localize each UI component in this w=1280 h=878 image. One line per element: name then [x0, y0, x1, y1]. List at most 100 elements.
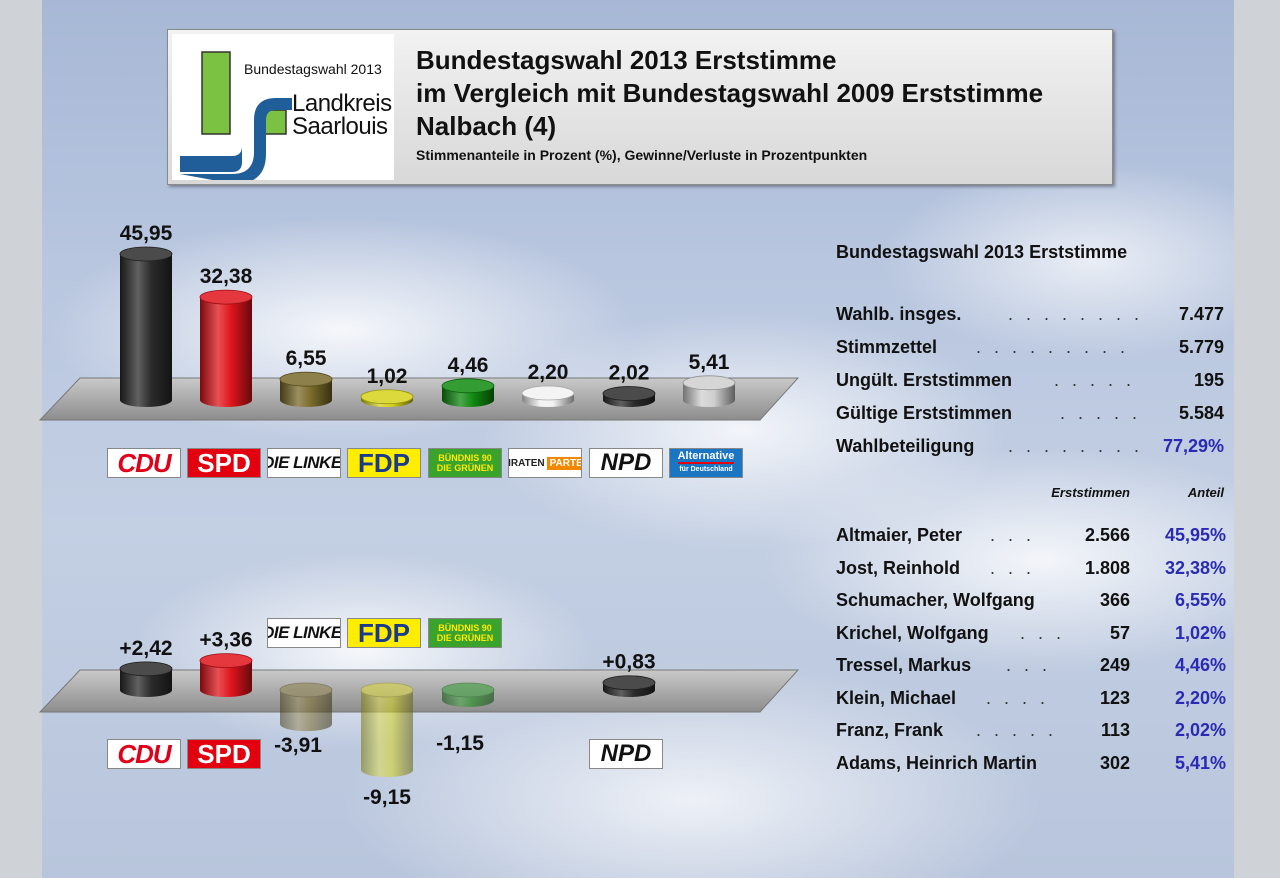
npd-logo-2: NPD [589, 739, 663, 769]
bar-linke-body [280, 379, 332, 407]
data-label-afd: 5,41 [689, 351, 730, 374]
change-label-npd: +0,83 [602, 651, 655, 674]
change-bar-cdu-cap [119, 661, 173, 677]
data-label-gruene: 4,46 [448, 354, 489, 377]
summary-label: Wahlbeteiligung [836, 436, 975, 456]
candidate-row: Altmaier, Peter . . . 2.566 45,95% [836, 525, 1226, 551]
change-label-linke: -3,91 [274, 734, 322, 757]
candidate-row: Franz, Frank . . . . . 113 2,02% [836, 720, 1226, 746]
change-bar-fdp-cap [360, 682, 414, 698]
dot-leader: . . . . . [976, 720, 1058, 740]
change-bar-npd [602, 675, 656, 697]
dot-leader: . . . . . . . . [1008, 304, 1144, 324]
bar-fdp [360, 389, 414, 407]
candidate-share: 4,46% [1174, 655, 1226, 675]
change-bar-spd-body [200, 660, 252, 697]
change-bar-linke-cap [279, 682, 333, 698]
data-label-piraten: 2,20 [528, 361, 569, 384]
gruene-logo-2-line2: DIE GRÜNEN [436, 633, 494, 643]
subtitle: Stimmenanteile in Prozent (%), Gewinne/V… [416, 147, 868, 163]
summary-value: 195 [1193, 370, 1224, 390]
dot-leader: . . . [990, 525, 1036, 545]
summary-value: 5.584 [1178, 403, 1224, 423]
candidate-votes: 113 [1100, 720, 1130, 740]
bar-npd [602, 386, 656, 407]
piraten-logo: PIRATENPARTEI [508, 448, 582, 478]
cdu-logo: CDU [107, 448, 181, 478]
gruene-logo-line2: DIE GRÜNEN [436, 463, 494, 473]
chart1-bars: 45,95 32,38 6,55 1,02 4,46 2,20 2,02 5,41 [119, 222, 736, 407]
landkreis-logo-graphic [180, 51, 292, 184]
gruene-logo-line1: BÜNDNIS 90 [438, 453, 492, 463]
bar-charts: 45,95 32,38 6,55 1,02 4,46 2,20 2,02 5,41 +2,42… [38, 222, 800, 809]
col-header-votes: Erststimmen [1051, 485, 1130, 500]
chart2-bars: +2,42 +3,36 -3,91 -9,15 -1,15 +0,83 [119, 629, 655, 809]
candidate-votes: 366 [1099, 590, 1130, 610]
linke-logo: DIE LINKE. [267, 448, 341, 478]
bar-spd-body [200, 297, 252, 407]
candidate-votes: 123 [1099, 688, 1130, 708]
candidate-row: Jost, Reinhold . . . 1.808 32,38% [836, 558, 1226, 584]
change-label-cdu: +2,42 [119, 637, 172, 660]
candidate-share: 2,02% [1174, 720, 1226, 740]
candidate-row: Klein, Michael . . . . 123 2,20% [836, 688, 1226, 714]
candidate-row: Tressel, Markus . . . 249 4,46% [836, 655, 1226, 681]
candidate-row: Krichel, Wolfgang . . . 57 1,02% [836, 623, 1226, 649]
candidate-share: 5,41% [1174, 753, 1226, 773]
afd-logo-line2: für Deutschland [679, 466, 733, 473]
fdp-logo: FDP [347, 448, 421, 478]
header-panel: Bundestagswahl 2013 Landkreis Saarlouis … [167, 29, 1113, 185]
change-bar-gruene-cap [441, 682, 495, 698]
summary-value: 77,29% [1162, 436, 1224, 456]
change-bar-fdp-body [361, 690, 413, 777]
candidate-name: Krichel, Wolfgang [836, 623, 989, 643]
linke-logo-2: DIE LINKE. [267, 618, 341, 648]
dot-leader: . . . . . . . . [1008, 436, 1144, 456]
bar-cdu [119, 246, 173, 407]
gruene-logo-2: BÜNDNIS 90 DIE GRÜNEN [428, 618, 502, 648]
change-bar-spd [199, 653, 253, 697]
dot-leader: . . . . . [1060, 403, 1142, 423]
dot-leader: . . . . [986, 688, 1050, 708]
cdu-logo-2: CDU [107, 739, 181, 769]
col-header-share: Anteil [1187, 485, 1224, 500]
change-bar-spd-cap [199, 653, 253, 669]
dot-leader: . . . [990, 558, 1036, 578]
candidate-name: Tressel, Markus [836, 655, 972, 675]
change-bar-gruene [441, 682, 495, 708]
candidate-votes: 57 [1109, 623, 1130, 643]
title-line1: Bundestagswahl 2013 Erststimme [416, 45, 837, 75]
piraten-logo-line2: PARTEI [546, 456, 581, 470]
candidate-votes: 249 [1099, 655, 1130, 675]
change-label-spd: +3,36 [199, 629, 252, 652]
gruene-logo: BÜNDNIS 90 DIE GRÜNEN [428, 448, 502, 478]
summary-row: Ungült. Erststimmen . . . . . 195 [836, 370, 1226, 396]
logo-name-line2: Saarlouis [292, 113, 388, 140]
candidate-share: 45,95% [1164, 525, 1226, 545]
logo-caption: Bundestagswahl 2013 [244, 61, 382, 77]
bar-cdu-cap [119, 246, 173, 262]
bar-npd-cap [602, 386, 656, 401]
summary-label: Wahlb. insges. [836, 304, 962, 324]
change-bar-cdu-body [120, 668, 172, 697]
summary-row: Wahlbeteiligung . . . . . . . . 77,29% [836, 436, 1226, 462]
change-bar-fdp [360, 682, 414, 777]
summary-row: Stimmzettel . . . . . . . . . 5.779 [836, 337, 1226, 363]
data-label-npd: 2,02 [609, 362, 650, 385]
summary-row: Wahlb. insges. . . . . . . . . 7.477 [836, 304, 1226, 330]
candidate-votes: 2.566 [1084, 525, 1130, 545]
change-bar-npd-cap [602, 675, 656, 691]
bar-linke [279, 371, 333, 407]
dot-leader: . . . [1020, 623, 1066, 643]
title-line3: Nalbach (4) [416, 111, 557, 141]
afd-logo-line1: Alternative [677, 450, 735, 464]
logo-name: Landkreis Saarlouis [292, 92, 392, 140]
summary-value: 7.477 [1178, 304, 1224, 324]
change-bar-linke-body [280, 690, 332, 732]
gruene-logo-2-line1: BÜNDNIS 90 [438, 623, 492, 633]
bar-piraten-cap [521, 385, 575, 401]
candidate-name: Schumacher, Wolfgang [836, 590, 1035, 610]
summary-label: Stimmzettel [836, 337, 938, 357]
bar-gruene-cap [441, 378, 495, 394]
landkreis-logo: Bundestagswahl 2013 Landkreis Saarlouis [172, 34, 394, 184]
